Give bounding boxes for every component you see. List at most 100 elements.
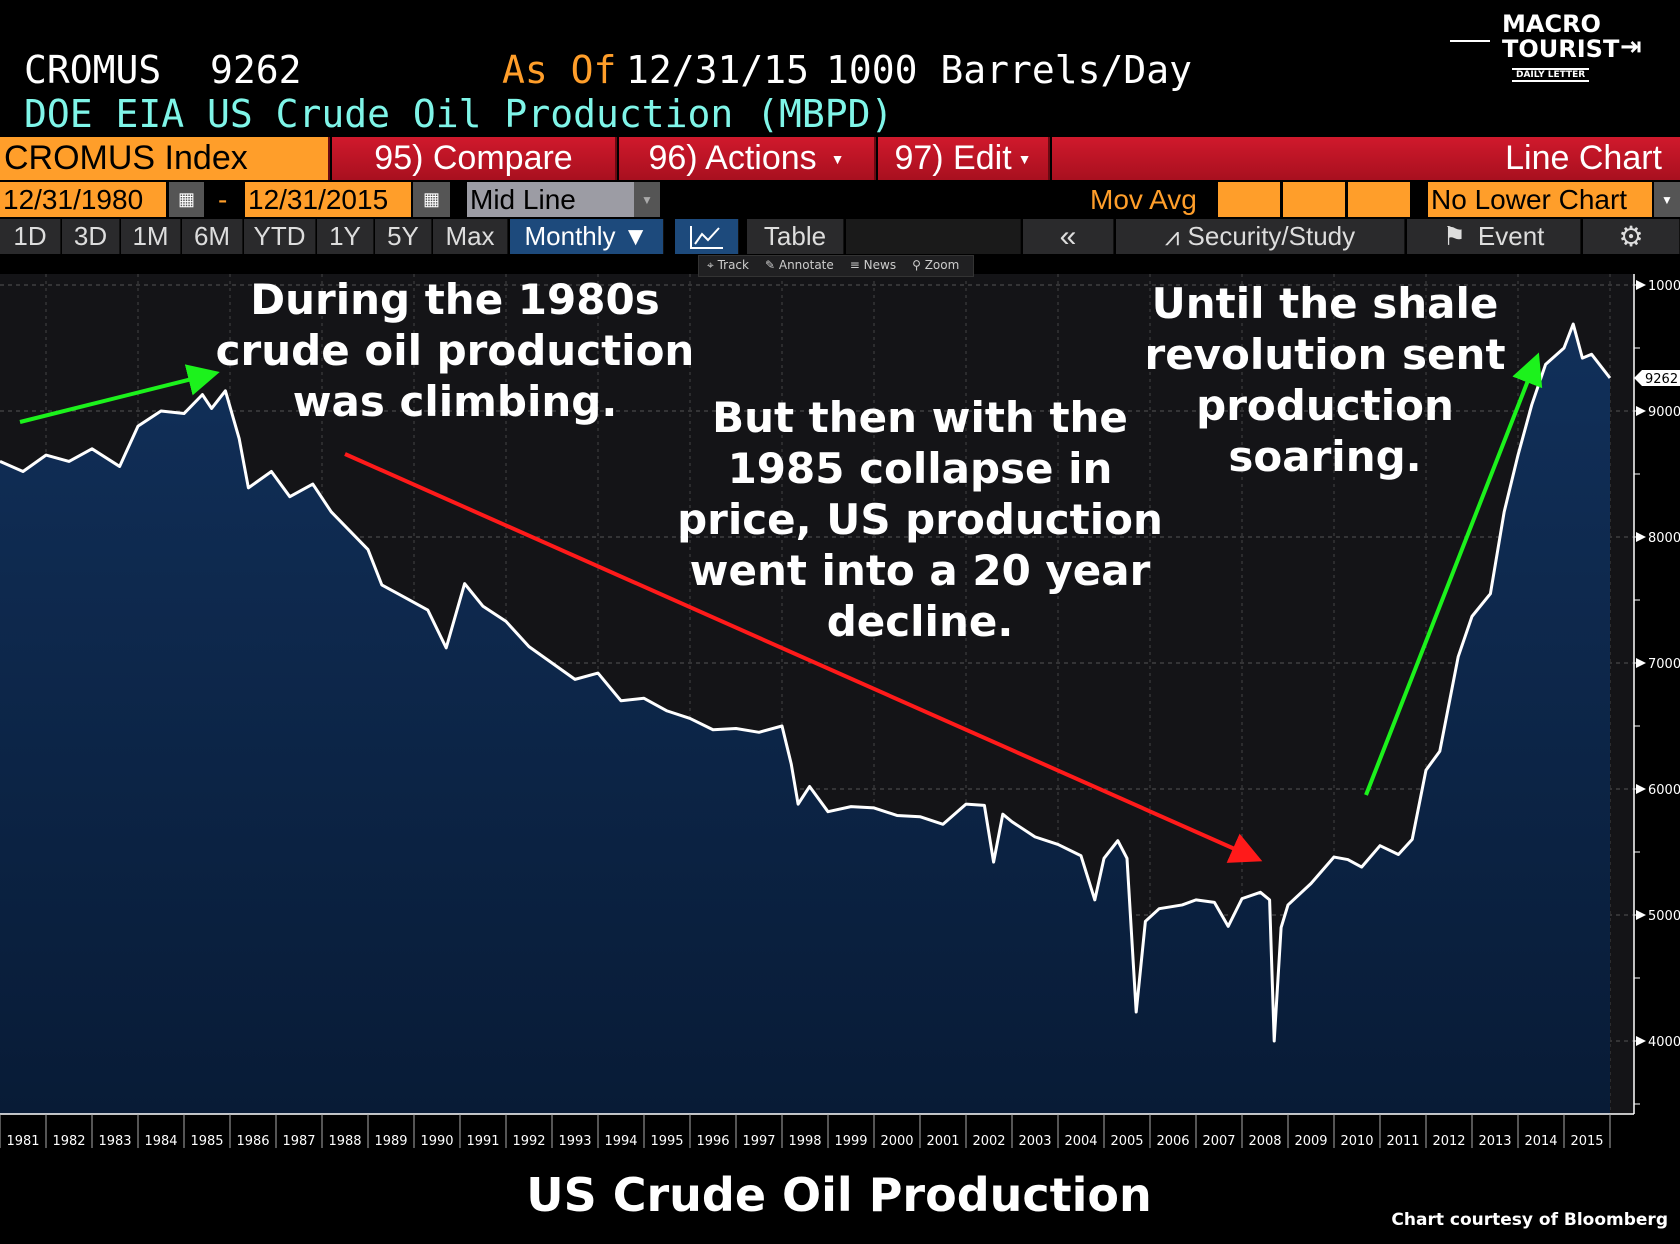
- period-5y[interactable]: 5Y: [375, 219, 432, 254]
- edit-label: 97) Edit: [894, 139, 1012, 177]
- period-1y[interactable]: 1Y: [317, 219, 374, 254]
- news-button[interactable]: ≡ News: [849, 258, 897, 272]
- line-mode-select[interactable]: Mid Line: [467, 182, 634, 217]
- annotation-line: went into a 20 year: [689, 546, 1151, 595]
- y-tick-marker: [1636, 784, 1646, 794]
- edit-menu[interactable]: 97) Edit ▼: [878, 137, 1050, 180]
- x-tick-label: 2015: [1570, 1134, 1603, 1149]
- mov-avg-input-1[interactable]: [1218, 182, 1280, 217]
- actions-menu[interactable]: 96) Actions ▼: [619, 137, 876, 180]
- annotation-line: was climbing.: [292, 377, 618, 426]
- security-study-button[interactable]: ⩘ Security/Study: [1116, 219, 1405, 254]
- security-study-label: Security/Study: [1187, 221, 1356, 251]
- logo-line1: MACRO: [1502, 10, 1601, 38]
- track-label: Track: [717, 258, 749, 272]
- calendar-icon[interactable]: ▦: [169, 182, 204, 217]
- annotation-line: soaring.: [1228, 432, 1422, 481]
- period-1m[interactable]: 1M: [121, 219, 181, 254]
- x-tick-label: 1993: [558, 1134, 591, 1149]
- x-tick-label: 2006: [1156, 1134, 1189, 1149]
- production-area: [0, 324, 1610, 1114]
- x-tick-label: 2014: [1524, 1134, 1557, 1149]
- x-tick-label: 2002: [972, 1134, 1005, 1149]
- x-tick-label: 1983: [98, 1134, 131, 1149]
- annotate-button[interactable]: ✎ Annotate: [764, 258, 834, 272]
- track-button[interactable]: ⌖ Track: [707, 258, 749, 272]
- period-max[interactable]: Max: [433, 219, 508, 254]
- table-button[interactable]: Table: [747, 219, 844, 254]
- x-tick-label: 1986: [236, 1134, 269, 1149]
- chevron-down-icon[interactable]: ▼: [634, 182, 660, 217]
- green-arrow-shale: [1364, 352, 1543, 796]
- x-tick-label: 1990: [420, 1134, 453, 1149]
- annotation-line: 1985 collapse in: [727, 444, 1113, 493]
- x-tick-label: 1989: [374, 1134, 407, 1149]
- y-tick-label: 6000: [1648, 783, 1680, 798]
- mov-avg-input-2[interactable]: [1283, 182, 1345, 217]
- x-tick-label: 1994: [604, 1134, 637, 1149]
- frequency-select[interactable]: Monthly ▼: [510, 219, 664, 254]
- compare-button[interactable]: 95) Compare: [332, 137, 617, 180]
- chart-type-label[interactable]: Line Chart: [1052, 137, 1680, 180]
- logo-arrow-tail: [1450, 40, 1490, 42]
- chart-credit: Chart courtesy of Bloomberg: [1391, 1210, 1668, 1230]
- collapse-button[interactable]: «: [1023, 219, 1114, 254]
- x-tick-label: 1998: [788, 1134, 821, 1149]
- date-range-dash: -: [218, 183, 228, 215]
- x-tick-label: 1988: [328, 1134, 361, 1149]
- as-of-label: As Of: [502, 48, 617, 92]
- logo-line2: TOURIST: [1502, 35, 1620, 63]
- last-value-marker: [1634, 369, 1680, 386]
- annotation-line: price, US production: [677, 495, 1163, 544]
- as-of-date: 12/31/15: [626, 48, 810, 92]
- lower-chart-select[interactable]: No Lower Chart: [1428, 182, 1652, 217]
- x-tick-label: 2004: [1064, 1134, 1097, 1149]
- actions-label: 96) Actions: [648, 139, 817, 177]
- x-tick-label: 1985: [190, 1134, 223, 1149]
- y-tick-label: 5000: [1648, 909, 1680, 924]
- news-label: News: [863, 258, 897, 272]
- x-tick-label: 1997: [742, 1134, 775, 1149]
- event-button[interactable]: ⚑ Event: [1407, 219, 1581, 254]
- y-tick-label: 9000: [1648, 405, 1680, 420]
- mov-avg-input-3[interactable]: [1348, 182, 1410, 217]
- period-6m[interactable]: 6M: [182, 219, 243, 254]
- x-tick-label: 1987: [282, 1134, 315, 1149]
- x-tick-label: 2013: [1478, 1134, 1511, 1149]
- security-field[interactable]: CROMUS Index: [0, 137, 330, 180]
- x-tick-label: 1995: [650, 1134, 683, 1149]
- y-tick-marker: [1636, 658, 1646, 668]
- y-tick-label: 4000: [1648, 1035, 1680, 1050]
- ticker: CROMUS: [24, 48, 162, 92]
- annotate-label: Annotate: [778, 258, 834, 272]
- end-date-input[interactable]: 12/31/2015: [245, 182, 411, 217]
- x-tick-label: 1984: [144, 1134, 177, 1149]
- annotation-line: But then with the: [712, 393, 1128, 442]
- annotation-decline: But then with the 1985 collapse in price…: [677, 392, 1163, 647]
- x-tick-label: 1999: [834, 1134, 867, 1149]
- chevron-down-icon: ▼: [830, 150, 845, 167]
- period-ytd[interactable]: YTD: [244, 219, 316, 254]
- y-tick-label: 10000: [1648, 279, 1680, 294]
- start-date-input[interactable]: 12/31/1980: [0, 182, 166, 217]
- chart-title: US Crude Oil Production: [526, 1168, 1152, 1222]
- line-chart-icon[interactable]: [675, 219, 739, 254]
- x-tick-label: 1992: [512, 1134, 545, 1149]
- mov-avg-label: Mov Avg: [1090, 183, 1197, 215]
- period-1d[interactable]: 1D: [0, 219, 61, 254]
- units: 1000 Barrels/Day: [826, 48, 1193, 92]
- security-description: DOE EIA US Crude Oil Production (MBPD): [24, 92, 894, 136]
- calendar-icon[interactable]: ▦: [413, 182, 450, 217]
- y-tick-marker: [1636, 280, 1646, 290]
- x-tick-label: 1982: [52, 1134, 85, 1149]
- last-value-label: 9262: [1645, 372, 1678, 387]
- annotation-line: decline.: [826, 597, 1014, 646]
- y-tick-marker: [1636, 532, 1646, 542]
- study-icon: ⩘: [1164, 220, 1180, 251]
- x-tick-label: 2005: [1110, 1134, 1143, 1149]
- x-tick-label: 2010: [1340, 1134, 1373, 1149]
- zoom-button[interactable]: ⚲ Zoom: [912, 258, 960, 272]
- chevron-down-icon[interactable]: ▼: [1654, 182, 1680, 217]
- period-3d[interactable]: 3D: [62, 219, 120, 254]
